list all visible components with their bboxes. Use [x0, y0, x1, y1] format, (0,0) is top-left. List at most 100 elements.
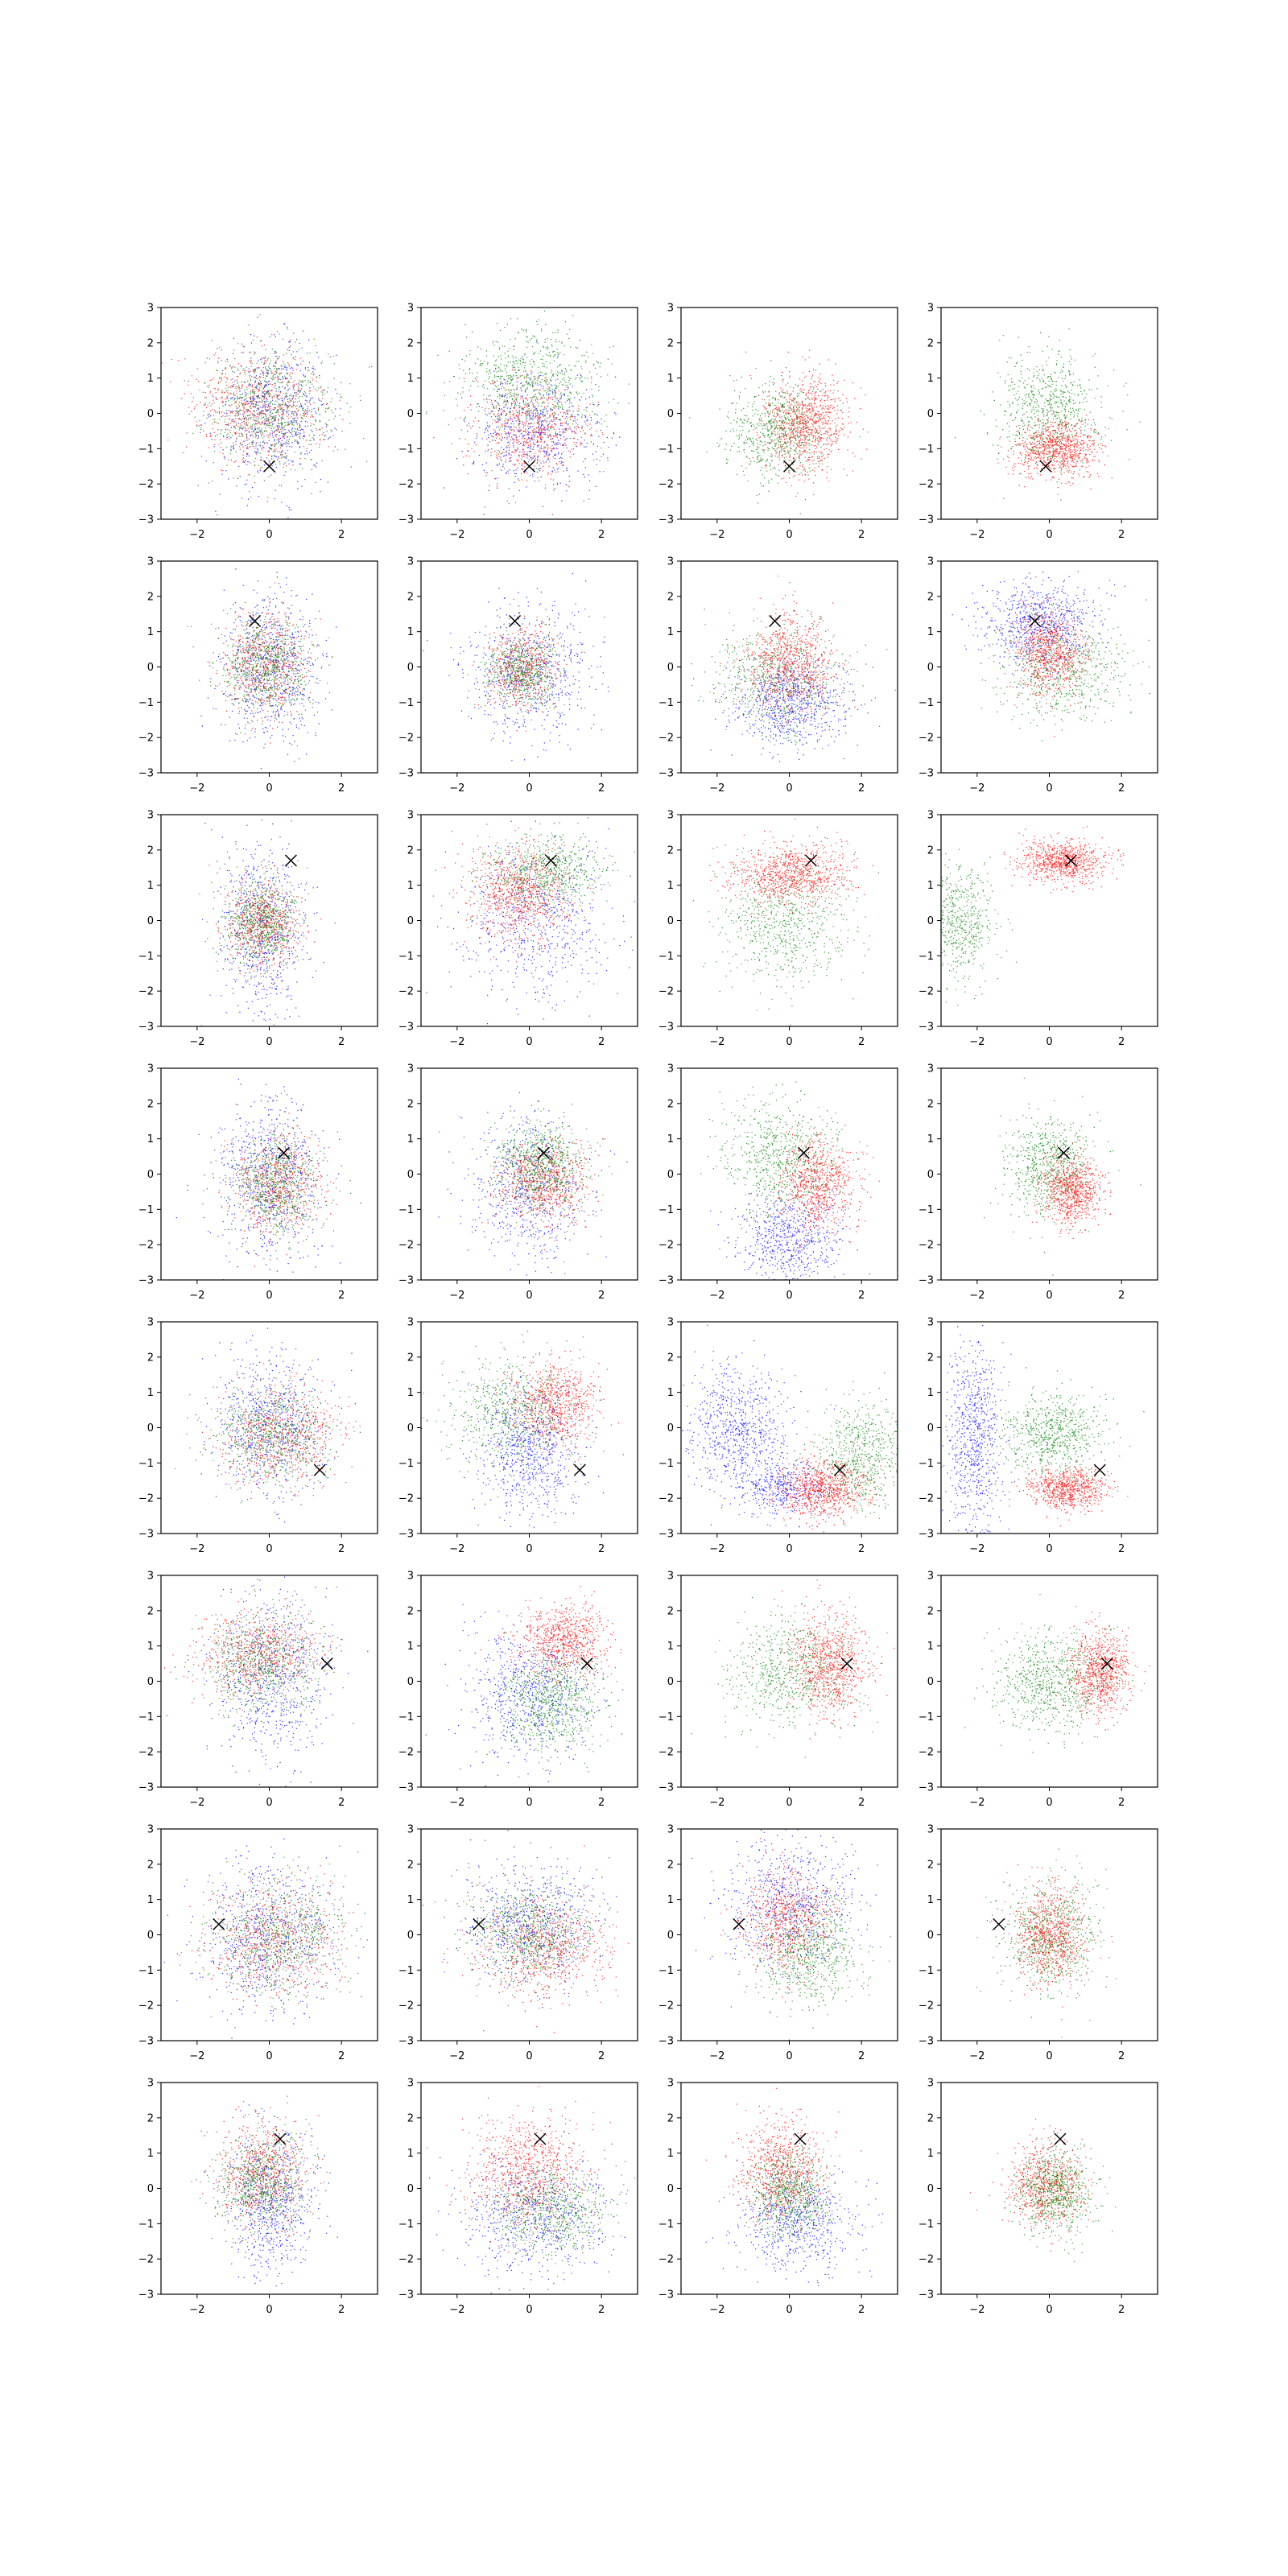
x-tick-label: 0 [266, 1543, 272, 1555]
series-red-points [480, 1586, 622, 1701]
series-green-points [175, 1587, 344, 1732]
y-tick-label: 3 [147, 1063, 154, 1075]
y-tick-label: −1 [398, 697, 414, 709]
y-tick-label: 2 [927, 844, 934, 857]
panel-r5-c0: −2 0 2 −3 −2 −1 0 1 2 3 [138, 1571, 378, 1809]
panel-r6-c2: −2 0 2 −3 −2 −1 0 1 2 3 [658, 1824, 898, 2062]
x-tick-label: 2 [858, 1290, 865, 1302]
axes-frame [940, 307, 1158, 520]
series-red-points [720, 576, 856, 733]
axes-frame [160, 1321, 378, 1534]
y-tick-label: 0 [927, 2183, 934, 2195]
x-tick-label: 2 [598, 1290, 605, 1302]
scatter-points [426, 2086, 636, 2294]
scatter-points [425, 1586, 624, 1787]
y-tick-label: 3 [667, 1571, 674, 1583]
y-tick-label: 0 [407, 408, 414, 420]
series-green-points [703, 818, 879, 1026]
x-marker [522, 460, 536, 473]
scatter-points [969, 2118, 1117, 2262]
series-blue-points [200, 568, 337, 770]
x-tick-label: 0 [266, 1036, 272, 1048]
y-tick-label: 0 [147, 1169, 154, 1181]
series-blue-points [426, 820, 636, 1025]
y-tick-label: −1 [138, 444, 154, 456]
x-tick-label: −2 [969, 1290, 985, 1302]
y-tick-label: 1 [667, 880, 674, 892]
y-tick-label: −1 [398, 444, 414, 456]
y-tick-label: 0 [927, 1930, 934, 1942]
y-tick-label: 3 [147, 2078, 154, 2090]
y-tick-label: 0 [407, 1676, 414, 1688]
y-tick-label: 3 [667, 1317, 674, 1329]
y-tick-label: 3 [667, 1824, 674, 1836]
scatter-points [964, 1594, 1150, 1753]
scatter-points [163, 1576, 369, 1787]
x-tick-label: −2 [189, 782, 204, 795]
panel-r2-c0: −2 0 2 −3 −2 −1 0 1 2 3 [138, 810, 378, 1048]
y-tick-label: −2 [398, 733, 414, 745]
y-tick-label: −3 [919, 1275, 934, 1287]
axes-frame [680, 814, 898, 1027]
x-marker [262, 460, 276, 473]
x-marker [794, 2132, 807, 2145]
series-green-points [426, 310, 630, 469]
series-blue-points [710, 1170, 870, 1280]
panel-r4-c2: −2 0 2 −3 −2 −1 0 1 2 3 [658, 1317, 898, 1555]
x-tick-label: 0 [526, 1036, 532, 1048]
y-tick-label: 2 [407, 591, 414, 603]
y-tick-label: 1 [927, 373, 934, 385]
series-red-points [218, 1092, 337, 1267]
y-tick-label: 0 [667, 915, 674, 927]
y-tick-label: −1 [919, 697, 934, 709]
x-tick-label: −2 [969, 2050, 985, 2062]
panel-r3-c0: −2 0 2 −3 −2 −1 0 1 2 3 [138, 1063, 378, 1302]
y-tick-label: −2 [919, 1493, 934, 1505]
series-red-points [1003, 826, 1125, 894]
x-tick-label: 2 [1118, 782, 1125, 795]
series-red-points [1031, 1122, 1112, 1239]
y-tick-label: 0 [407, 662, 414, 674]
y-tick-label: −3 [398, 768, 414, 780]
y-tick-label: −1 [919, 1965, 934, 1977]
x-tick-label: −2 [449, 1290, 464, 1302]
x-tick-label: 2 [1118, 2050, 1125, 2062]
axes-frame [160, 560, 378, 774]
y-tick-label: −1 [138, 1965, 154, 1977]
axes-frame [420, 2082, 638, 2295]
y-tick-label: −3 [138, 2036, 154, 2048]
x-tick-label: 2 [1118, 1290, 1125, 1302]
y-tick-label: 3 [927, 1317, 934, 1329]
x-tick-label: 0 [266, 1797, 272, 1809]
y-tick-label: 2 [147, 591, 154, 603]
series-green-points [167, 314, 373, 498]
y-tick-label: 0 [667, 1676, 674, 1688]
x-tick-label: 0 [786, 782, 792, 795]
y-tick-label: −2 [658, 479, 674, 491]
y-tick-label: 0 [927, 662, 934, 674]
y-tick-label: −3 [398, 1022, 414, 1034]
panel-r6-c3: −2 0 2 −3 −2 −1 0 1 2 3 [919, 1824, 1158, 2062]
panel-r1-c3: −2 0 2 −3 −2 −1 0 1 2 3 [919, 556, 1158, 795]
panel-r1-c0: −2 0 2 −3 −2 −1 0 1 2 3 [138, 556, 378, 795]
series-green-points [691, 609, 896, 755]
series-red-points [163, 1585, 339, 1711]
y-tick-label: −2 [138, 1240, 154, 1252]
x-tick-label: −2 [449, 1036, 464, 1048]
panel-r6-c1: −2 0 2 −3 −2 −1 0 1 2 3 [398, 1824, 638, 2062]
axes-frame [420, 560, 638, 774]
x-marker [509, 614, 522, 628]
x-tick-label: 0 [786, 2304, 792, 2316]
y-tick-label: −1 [919, 2219, 934, 2231]
y-tick-label: −2 [138, 1493, 154, 1505]
x-tick-label: −2 [189, 1290, 204, 1302]
x-tick-label: 2 [338, 1290, 345, 1302]
y-tick-label: 1 [147, 373, 154, 385]
x-tick-label: 0 [1046, 782, 1052, 795]
y-tick-label: 2 [927, 1352, 934, 1364]
scatter-points [438, 1092, 628, 1276]
x-tick-label: 2 [338, 2050, 345, 2062]
y-tick-label: 2 [667, 1098, 674, 1110]
y-tick-label: −2 [398, 479, 414, 491]
series-green-points [421, 1331, 605, 1526]
